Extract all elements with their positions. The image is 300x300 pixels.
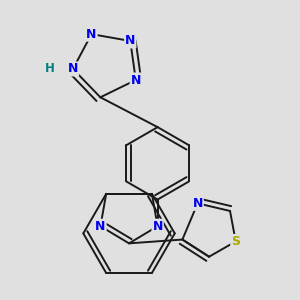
Text: N: N [152, 220, 163, 233]
Text: H: H [45, 62, 55, 75]
Text: N: N [125, 34, 136, 47]
Text: N: N [130, 74, 141, 86]
Text: N: N [86, 28, 97, 40]
Text: N: N [95, 220, 106, 233]
Text: S: S [231, 235, 240, 248]
Text: N: N [192, 197, 203, 210]
Text: N: N [68, 62, 78, 75]
